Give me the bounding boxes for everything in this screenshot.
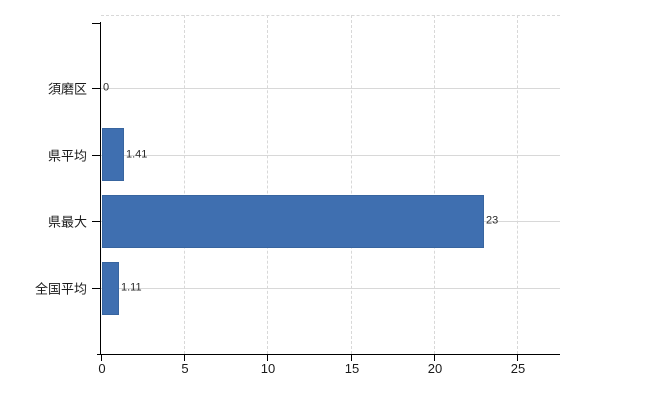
x-axis-tick bbox=[517, 355, 518, 361]
x-axis-tick bbox=[434, 355, 435, 361]
x-tick-label: 20 bbox=[427, 361, 443, 376]
y-axis-tick bbox=[92, 88, 100, 89]
x-axis-tick bbox=[184, 355, 185, 361]
x-axis-tick bbox=[101, 355, 102, 361]
category-label: 県最大 bbox=[47, 214, 87, 230]
y-axis-tick bbox=[92, 155, 100, 156]
y-axis-tick bbox=[92, 288, 100, 289]
bar-value-label: 1.11 bbox=[121, 281, 142, 294]
gridline-vertical bbox=[267, 15, 268, 354]
x-tick-label: 15 bbox=[344, 361, 360, 376]
bar bbox=[102, 128, 124, 181]
x-tick-label: 0 bbox=[98, 361, 106, 376]
category-label: 須磨区 bbox=[47, 81, 87, 97]
gridline-horizontal bbox=[101, 288, 560, 289]
gridline-vertical bbox=[184, 15, 185, 354]
bar-value-label: 0 bbox=[103, 81, 110, 94]
x-tick-label: 10 bbox=[260, 361, 276, 376]
gridline-vertical bbox=[351, 15, 352, 354]
bar-value-label: 23 bbox=[486, 214, 499, 227]
category-label: 全国平均 bbox=[34, 281, 87, 297]
bar-value-label: 1.41 bbox=[126, 148, 148, 161]
x-tick-label: 25 bbox=[510, 361, 526, 376]
bar bbox=[102, 262, 119, 315]
gridline-vertical bbox=[434, 15, 435, 354]
gridline-horizontal bbox=[101, 155, 560, 156]
x-axis-tick bbox=[267, 355, 268, 361]
y-axis-tick bbox=[92, 23, 100, 24]
plot-border-top bbox=[101, 15, 560, 16]
x-tick-label: 5 bbox=[181, 361, 189, 376]
bar bbox=[102, 195, 484, 248]
y-axis-line bbox=[100, 22, 101, 354]
gridline-vertical bbox=[517, 15, 518, 354]
category-label: 県平均 bbox=[47, 148, 87, 164]
gridline-horizontal bbox=[101, 88, 560, 89]
x-axis-tick bbox=[351, 355, 352, 361]
x-axis-line bbox=[97, 354, 560, 355]
y-axis-tick bbox=[92, 221, 100, 222]
